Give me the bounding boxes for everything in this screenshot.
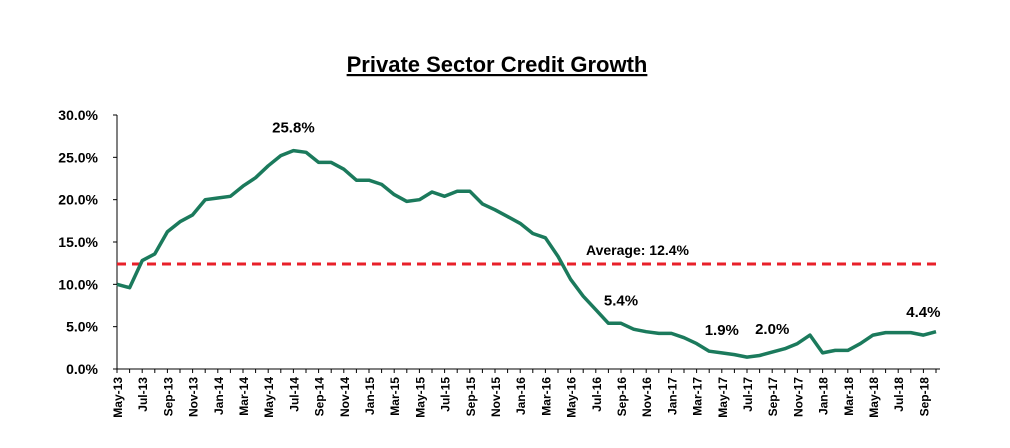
x-tick-label: May-16 xyxy=(565,377,579,418)
annotation: 4.4% xyxy=(906,304,940,321)
annotation: 5.4% xyxy=(604,292,638,309)
x-tick-label: Jul-15 xyxy=(439,377,453,412)
y-tick-label: 0.0% xyxy=(66,361,98,377)
x-tick-label: Nov-17 xyxy=(791,377,805,417)
x-tick-label: May-13 xyxy=(111,377,125,418)
x-tick-label: Jul-18 xyxy=(892,377,906,412)
x-tick-label: Nov-16 xyxy=(640,377,654,417)
y-tick-label: 20.0% xyxy=(58,192,98,208)
annotation: 1.9% xyxy=(705,322,739,339)
x-tick-label: Sep-16 xyxy=(615,377,629,417)
x-tick-label: May-18 xyxy=(867,377,881,418)
x-tick-label: Mar-14 xyxy=(237,377,251,416)
x-tick-label: Jul-13 xyxy=(136,377,150,412)
x-tick-label: Sep-17 xyxy=(766,377,780,417)
series-line xyxy=(116,148,937,359)
x-tick-label: Mar-18 xyxy=(842,377,856,416)
x-tick-label: Sep-18 xyxy=(917,377,931,417)
x-tick-label: May-17 xyxy=(716,377,730,418)
x-tick-label: Jul-17 xyxy=(741,377,755,412)
annotation: 25.8% xyxy=(272,120,315,137)
y-tick-label: 10.0% xyxy=(58,276,98,292)
x-tick-label: Jul-14 xyxy=(287,377,301,412)
x-tick-label: Nov-13 xyxy=(187,377,201,417)
x-tick-label: Jan-14 xyxy=(212,377,226,415)
y-tick-label: 25.0% xyxy=(58,149,98,165)
x-tick-label: Jan-17 xyxy=(665,377,679,415)
average-label: Average: 12.4% xyxy=(586,242,690,258)
x-tick-label: Nov-14 xyxy=(338,377,352,417)
x-tick-label: Mar-17 xyxy=(691,377,705,416)
y-tick-label: 30.0% xyxy=(58,107,98,123)
x-tick-label: Jan-18 xyxy=(817,377,831,415)
x-tick-label: Mar-15 xyxy=(388,377,402,416)
x-tick-label: Jan-16 xyxy=(514,377,528,415)
x-tick-label: Sep-13 xyxy=(161,377,175,417)
chart-title: Private Sector Credit Growth xyxy=(347,52,648,77)
annotation: 2.0% xyxy=(755,321,789,338)
x-tick-label: Jan-15 xyxy=(363,377,377,415)
x-tick-label: Nov-15 xyxy=(489,377,503,417)
y-tick-label: 15.0% xyxy=(58,234,98,250)
x-tick-label: Sep-15 xyxy=(464,377,478,417)
y-tick-label: 5.0% xyxy=(66,319,98,335)
x-tick-label: Mar-16 xyxy=(539,377,553,416)
x-tick-label: May-15 xyxy=(413,377,427,418)
x-tick-label: Jul-16 xyxy=(590,377,604,412)
x-tick-label: Sep-14 xyxy=(313,377,327,417)
x-tick-label: May-14 xyxy=(262,377,276,418)
